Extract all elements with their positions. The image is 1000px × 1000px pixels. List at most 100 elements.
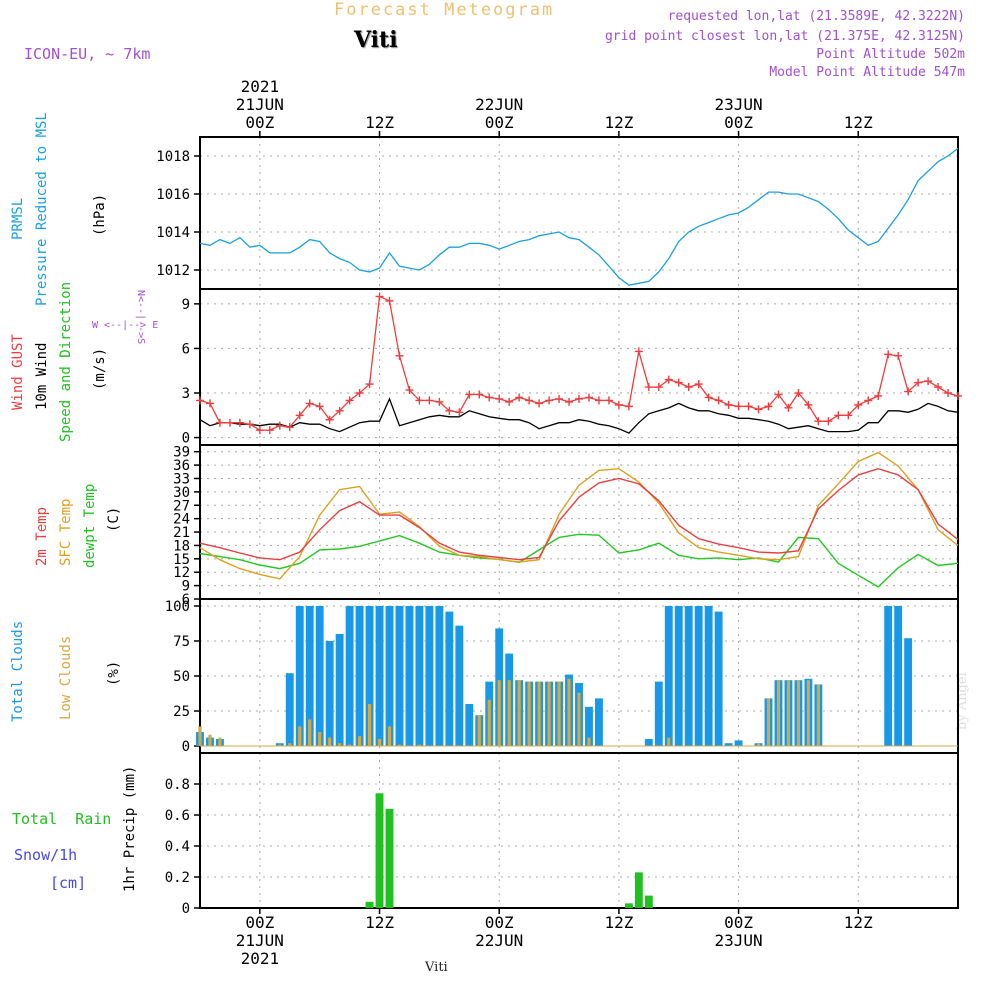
gust-point (545, 396, 554, 405)
low-cloud-bar (278, 744, 282, 746)
ytick-label-temperature: 24 (173, 512, 190, 528)
panel-frame-temperature (199, 444, 959, 600)
gust-point (425, 396, 434, 405)
gust-point (694, 380, 703, 389)
gust-point (864, 396, 873, 405)
gust-point (764, 402, 773, 411)
point-altitude: Point Altitude 502m (816, 47, 965, 62)
ytick-label-clouds: 25 (173, 704, 190, 720)
low-cloud-bar (338, 743, 342, 746)
gust-point (565, 397, 574, 406)
gust-point (664, 375, 673, 384)
low-cloud-bar (387, 726, 392, 746)
ytick-label-temperature: 9 (182, 579, 190, 595)
total-cloud-bar (714, 611, 723, 746)
ytick-label-clouds: 0 (182, 739, 190, 755)
low-cloud-bar (298, 726, 302, 746)
sfc-temp-line (199, 451, 959, 580)
gust-point (555, 394, 564, 403)
time-label-top: 12Z (604, 113, 633, 132)
total-cloud-bar (285, 673, 294, 746)
gust-point (644, 383, 653, 392)
gust-point (405, 386, 414, 395)
gust-point (495, 394, 504, 403)
total-cloud-bar (325, 641, 334, 746)
low-cloud-bar (557, 681, 561, 746)
pressure-line (199, 147, 959, 286)
rain-bar (375, 793, 384, 908)
gust-point (385, 296, 394, 305)
low-cloud-bar (218, 737, 222, 746)
gust-point (345, 396, 354, 405)
rain-bar (624, 903, 633, 908)
precip-legend-snow-unit: [cm] (50, 874, 87, 892)
rain-bar (644, 895, 653, 908)
time-label-bottom: 22JUN (475, 931, 523, 950)
ytick-label-wind: 9 (182, 297, 190, 313)
ytick-label-temperature: 36 (173, 458, 190, 474)
ytick-label-temperature: 18 (173, 538, 190, 554)
total-cloud-bar (694, 606, 703, 746)
gust-point (884, 350, 893, 359)
gust-point (914, 378, 923, 387)
low-cloud-bar (796, 680, 800, 746)
total-cloud-bar (455, 625, 464, 746)
gust-point (944, 389, 953, 397)
low-cloud-bar (308, 719, 312, 746)
gust-point (774, 390, 783, 399)
low-cloud-bar (517, 680, 521, 746)
ytick-label-pressure: 1016 (156, 187, 190, 203)
gust-point (515, 393, 524, 402)
ytick-label-clouds: 75 (173, 634, 190, 650)
time-label-bottom: 23JUN (714, 931, 762, 950)
ytick-label-temperature: 12 (173, 565, 190, 581)
gust-point (714, 396, 723, 405)
low-cloud-bar (358, 736, 362, 746)
gust-point (744, 402, 753, 411)
low-cloud-bar (318, 732, 322, 746)
low-cloud-bar (667, 737, 671, 746)
total-cloud-bar (724, 743, 733, 746)
gust-point (196, 396, 204, 405)
gust-point (575, 394, 583, 403)
ytick-label-precipitation: 0.6 (165, 808, 190, 824)
time-label-top: 12Z (844, 113, 873, 132)
ytick-label-temperature: 30 (173, 485, 190, 501)
total-cloud-bar (405, 606, 414, 746)
gust-point (604, 396, 613, 405)
gust-point (634, 347, 643, 356)
time-label-top: 00Z (245, 113, 274, 132)
ytick-label-pressure: 1018 (156, 149, 190, 165)
gust-point (794, 389, 803, 397)
total-cloud-bar (465, 704, 474, 746)
gust-point (624, 402, 633, 411)
total-cloud-bar (435, 606, 444, 746)
low-cloud-bar (587, 737, 591, 746)
gust-point (894, 351, 903, 360)
low-cloud-bar (567, 678, 571, 746)
low-cloud-bar (417, 744, 421, 746)
gust-point (205, 399, 214, 408)
low-cloud-bar (367, 704, 372, 746)
ytick-label-clouds: 50 (173, 669, 190, 685)
low-cloud-bar (477, 715, 481, 746)
gust-point (674, 378, 683, 387)
total-cloud-bar (894, 606, 903, 746)
ytick-label-clouds: 100 (165, 599, 190, 615)
rain-bar (365, 901, 374, 908)
rain-bar (634, 872, 643, 908)
gust-point (614, 400, 623, 409)
total-cloud-bar (585, 706, 593, 746)
model-altitude: Model Point Altitude 547m (769, 65, 965, 80)
panel-frame-precipitation (199, 752, 959, 909)
total-cloud-bar (644, 739, 653, 746)
ytick-label-temperature: 27 (173, 498, 190, 514)
ytick-label-precipitation: 0.8 (165, 777, 190, 793)
gust-point (255, 426, 264, 435)
total-cloud-bar (425, 606, 434, 746)
dewpoint-line (199, 533, 959, 588)
gust-point (215, 418, 224, 427)
precip-legend-rain: Total Rain (12, 810, 112, 828)
